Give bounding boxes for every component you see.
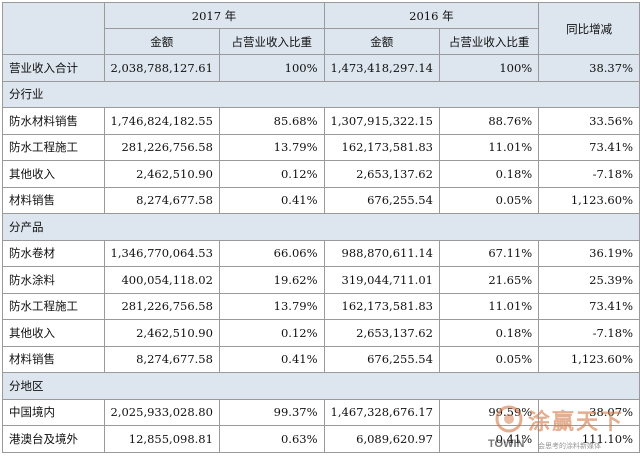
yoy-change: 73.41%: [538, 292, 640, 320]
ratio-2017: 99.37%: [218, 398, 325, 426]
row-label: 中国境内: [2, 398, 105, 426]
row-label: 营业收入合计: [2, 54, 105, 82]
ratio-2017: 0.12%: [218, 160, 325, 188]
yoy-change: -7.18%: [538, 319, 640, 347]
section-header-region: 分地区: [2, 372, 640, 400]
ratio-2017: 13.79%: [218, 133, 325, 161]
header-amount-2016: 金额: [323, 28, 440, 55]
ratio-2016: 0.05%: [438, 186, 540, 214]
yoy-change: 1,123.60%: [538, 186, 640, 214]
amount-2017: 281,226,756.58: [103, 292, 220, 320]
amount-2017: 281,226,756.58: [103, 133, 220, 161]
amount-2016: 2,653,137.62: [323, 160, 440, 188]
table-row: 材料销售 8,274,677.58 0.41% 676,255.54 0.05%…: [2, 345, 640, 373]
amount-2017: 2,038,788,127.61: [103, 54, 220, 82]
yoy-change: 38.07%: [538, 398, 640, 426]
ratio-2016: 11.01%: [438, 133, 540, 161]
section-header-industry: 分行业: [2, 80, 640, 108]
table-row-total: 营业收入合计 2,038,788,127.61 100% 1,473,418,2…: [2, 54, 640, 82]
table-row: 防水材料销售 1,746,824,182.55 85.68% 1,307,915…: [2, 107, 640, 135]
amount-2017: 2,462,510.90: [103, 319, 220, 347]
row-label: 防水工程施工: [2, 133, 105, 161]
yoy-change: 1,123.60%: [538, 345, 640, 373]
table-row: 防水涂料 400,054,118.02 19.62% 319,044,711.0…: [2, 266, 640, 294]
section-title: 分地区: [2, 372, 640, 400]
amount-2017: 12,855,098.81: [103, 425, 220, 453]
yoy-change: 38.37%: [538, 54, 640, 82]
amount-2017: 2,462,510.90: [103, 160, 220, 188]
ratio-2016: 0.18%: [438, 160, 540, 188]
yoy-change: 36.19%: [538, 239, 640, 267]
section-title: 分产品: [2, 213, 640, 241]
amount-2016: 2,653,137.62: [323, 319, 440, 347]
row-label: 材料销售: [2, 186, 105, 214]
section-title: 分行业: [2, 80, 640, 108]
ratio-2016: 88.76%: [438, 107, 540, 135]
header-yoy: 同比增减: [538, 2, 640, 55]
amount-2016: 1,307,915,322.15: [323, 107, 440, 135]
table-row: 其他收入 2,462,510.90 0.12% 2,653,137.62 0.1…: [2, 160, 640, 188]
row-label: 防水涂料: [2, 266, 105, 294]
row-label: 其他收入: [2, 319, 105, 347]
ratio-2017: 13.79%: [218, 292, 325, 320]
ratio-2017: 0.63%: [218, 425, 325, 453]
ratio-2017: 66.06%: [218, 239, 325, 267]
row-label: 防水工程施工: [2, 292, 105, 320]
header-blank-cell: [2, 2, 105, 55]
ratio-2017: 19.62%: [218, 266, 325, 294]
yoy-change: 25.39%: [538, 266, 640, 294]
table-row: 防水卷材 1,346,770,064.53 66.06% 988,870,611…: [2, 239, 640, 267]
yoy-change: 33.56%: [538, 107, 640, 135]
ratio-2016: 11.01%: [438, 292, 540, 320]
amount-2017: 8,274,677.58: [103, 345, 220, 373]
yoy-change: -7.18%: [538, 160, 640, 188]
ratio-2016: 21.65%: [438, 266, 540, 294]
amount-2017: 8,274,677.58: [103, 186, 220, 214]
ratio-2016: 100%: [438, 54, 540, 82]
header-ratio-2017: 占营业收入比重: [218, 28, 325, 55]
header-ratio-2016: 占营业收入比重: [438, 28, 540, 55]
ratio-2017: 0.41%: [218, 345, 325, 373]
amount-2017: 1,346,770,064.53: [103, 239, 220, 267]
ratio-2016: 99.59%: [438, 398, 540, 426]
ratio-2016: 67.11%: [438, 239, 540, 267]
amount-2017: 1,746,824,182.55: [103, 107, 220, 135]
header-year-2016: 2016 年: [323, 2, 540, 29]
amount-2016: 162,173,581.83: [323, 133, 440, 161]
section-header-product: 分产品: [2, 213, 640, 241]
header-amount-2017: 金额: [103, 28, 220, 55]
table-row: 港澳台及境外 12,855,098.81 0.63% 6,089,620.97 …: [2, 425, 640, 453]
table-row: 其他收入 2,462,510.90 0.12% 2,653,137.62 0.1…: [2, 319, 640, 347]
amount-2016: 988,870,611.14: [323, 239, 440, 267]
ratio-2017: 100%: [218, 54, 325, 82]
row-label: 材料销售: [2, 345, 105, 373]
yoy-change: 73.41%: [538, 133, 640, 161]
row-label: 防水材料销售: [2, 107, 105, 135]
ratio-2017: 0.41%: [218, 186, 325, 214]
yoy-change: 111.10%: [538, 425, 640, 453]
ratio-2017: 0.12%: [218, 319, 325, 347]
table-row: 防水工程施工 281,226,756.58 13.79% 162,173,581…: [2, 292, 640, 320]
amount-2016: 676,255.54: [323, 186, 440, 214]
amount-2017: 400,054,118.02: [103, 266, 220, 294]
ratio-2016: 0.05%: [438, 345, 540, 373]
row-label: 防水卷材: [2, 239, 105, 267]
table-row: 中国境内 2,025,933,028.80 99.37% 1,467,328,6…: [2, 398, 640, 426]
table-row: 防水工程施工 281,226,756.58 13.79% 162,173,581…: [2, 133, 640, 161]
table-row: 材料销售 8,274,677.58 0.41% 676,255.54 0.05%…: [2, 186, 640, 214]
header-year-2017: 2017 年: [103, 2, 325, 29]
amount-2017: 2,025,933,028.80: [103, 398, 220, 426]
row-label: 港澳台及境外: [2, 425, 105, 453]
amount-2016: 676,255.54: [323, 345, 440, 373]
ratio-2016: 0.18%: [438, 319, 540, 347]
amount-2016: 1,473,418,297.14: [323, 54, 440, 82]
amount-2016: 162,173,581.83: [323, 292, 440, 320]
ratio-2016: 0.41%: [438, 425, 540, 453]
amount-2016: 6,089,620.97: [323, 425, 440, 453]
row-label: 其他收入: [2, 160, 105, 188]
ratio-2017: 85.68%: [218, 107, 325, 135]
amount-2016: 319,044,711.01: [323, 266, 440, 294]
amount-2016: 1,467,328,676.17: [323, 398, 440, 426]
